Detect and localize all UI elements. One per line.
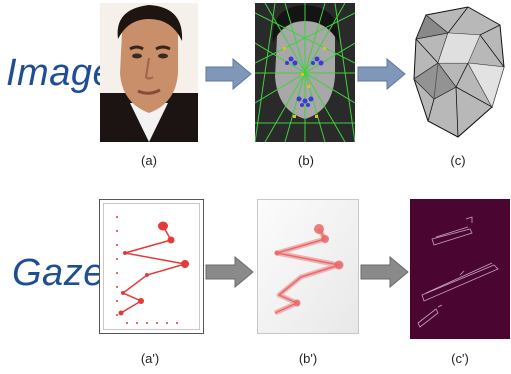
gaze-smoothed <box>257 199 359 334</box>
row-label-gaze: Gaze <box>12 252 105 294</box>
face-landmarks <box>255 3 355 142</box>
face-photo <box>100 3 198 142</box>
caption-c-prime: (c') <box>451 351 469 366</box>
gaze-plot <box>99 199 204 334</box>
arrow-right-icon <box>357 57 407 91</box>
caption-c: (c) <box>450 153 466 168</box>
caption-b-prime: (b') <box>298 351 318 366</box>
row-label-image: Image <box>6 52 115 94</box>
arrow-right-icon <box>360 255 410 289</box>
arrow-right-icon <box>205 57 253 91</box>
gaze-edge-map <box>410 199 510 339</box>
caption-b: (b) <box>298 153 314 168</box>
arrow-right-icon <box>205 255 255 289</box>
caption-a: (a) <box>141 153 157 168</box>
caption-a-prime: (a') <box>140 351 160 366</box>
face-mesh-3d <box>408 3 508 142</box>
